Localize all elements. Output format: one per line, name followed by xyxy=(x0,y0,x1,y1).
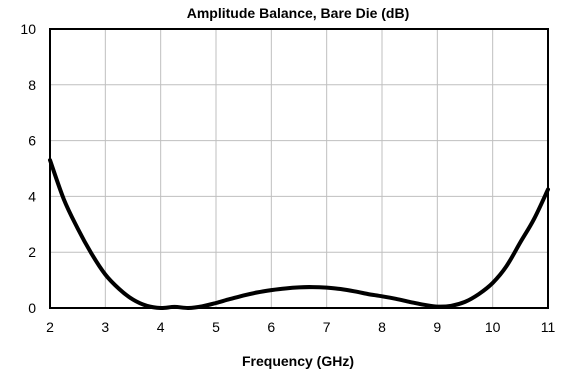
y-tick-label: 10 xyxy=(20,21,36,37)
x-tick-label: 6 xyxy=(267,319,275,335)
x-tick-label: 4 xyxy=(157,319,165,335)
plot-frame xyxy=(49,28,549,309)
x-tick-label: 7 xyxy=(323,319,331,335)
y-tick-label: 6 xyxy=(28,133,36,149)
chart-title: Amplitude Balance, Bare Die (dB) xyxy=(187,5,410,21)
y-tick-label: 8 xyxy=(28,77,36,93)
x-tick-label: 8 xyxy=(378,319,386,335)
x-tick-label: 10 xyxy=(485,319,501,335)
x-tick-label: 11 xyxy=(541,319,556,335)
series-line xyxy=(48,158,550,311)
x-axis-label: Frequency (GHz) xyxy=(242,353,354,369)
y-tick-label: 0 xyxy=(28,300,36,316)
y-tick-label: 4 xyxy=(28,188,36,204)
y-tick-label: 2 xyxy=(28,244,36,260)
grid-lines xyxy=(49,28,549,309)
x-tick-label: 2 xyxy=(46,319,54,335)
x-tick-label: 9 xyxy=(433,319,441,335)
x-tick-label: 5 xyxy=(212,319,220,335)
x-tick-label: 3 xyxy=(101,319,109,335)
